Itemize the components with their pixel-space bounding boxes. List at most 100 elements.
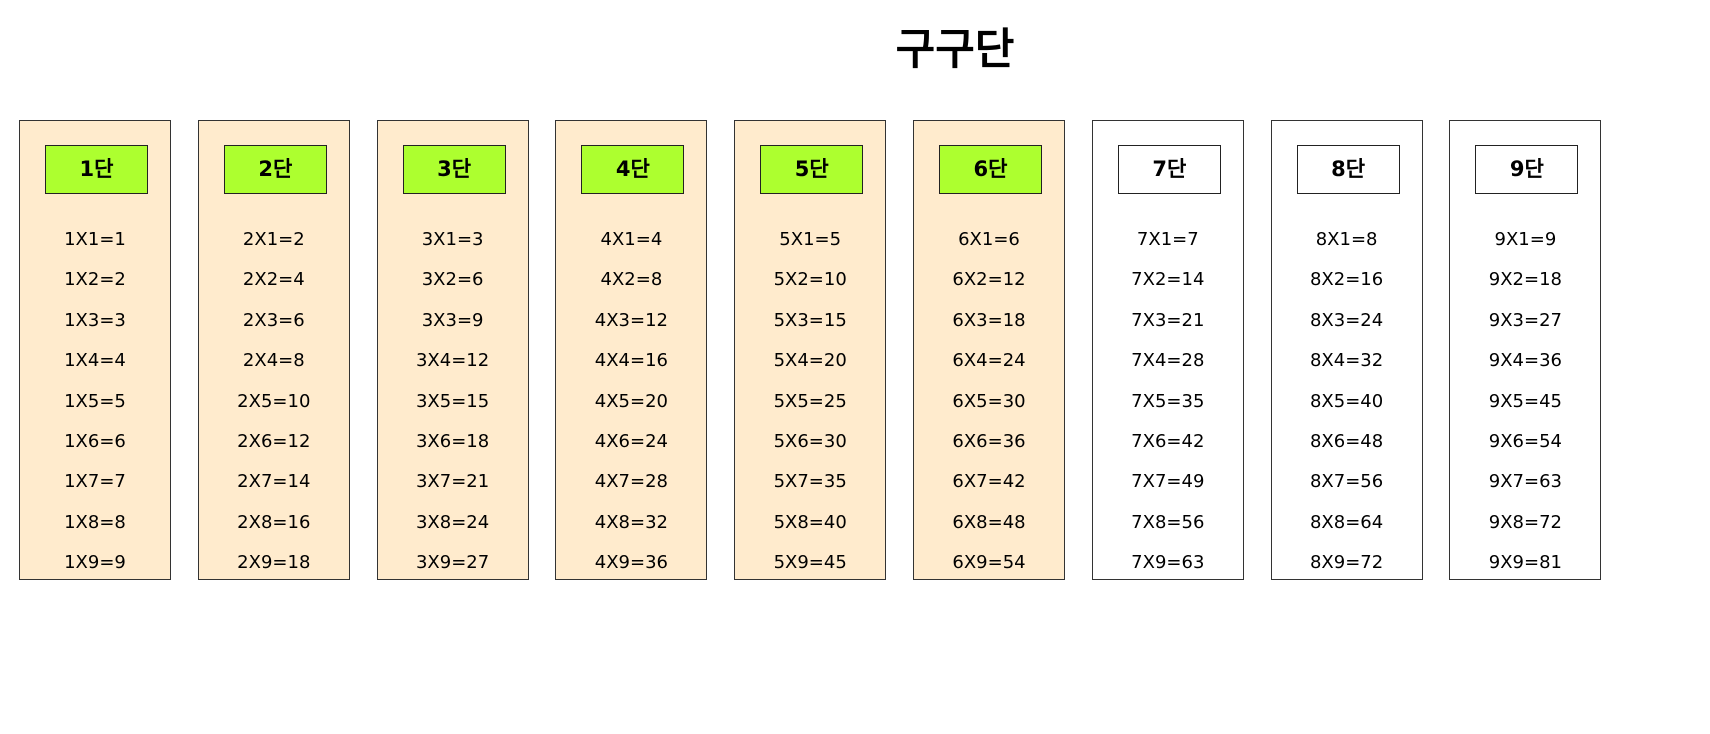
- dan-row: 5X8=40: [773, 511, 847, 533]
- dan-row: 7X1=7: [1136, 229, 1199, 250]
- dan-row: 9X1=9: [1494, 229, 1557, 250]
- dan-row: 5X9=45: [773, 552, 847, 574]
- dan-row: 1X9=9: [64, 552, 126, 574]
- dan-row: 5X4=20: [773, 350, 847, 372]
- dan-row: 9X3=27: [1488, 309, 1562, 331]
- dan-row: 1X6=6: [64, 430, 126, 452]
- dan-row: 8X5=40: [1309, 390, 1384, 412]
- dan-column-6: 6단 6X1=6 6X2=12 6X3=18 6X4=24 6X5=30 6X6=36 6X7…: [913, 120, 1065, 580]
- dan-row: 4X4=16: [594, 350, 668, 372]
- dan-heading-5: 5단: [760, 145, 864, 194]
- dan-row: 1X1=1: [64, 229, 126, 250]
- dan-row: 3X6=18: [415, 430, 490, 452]
- dan-row: 3X8=24: [415, 511, 490, 533]
- dan-heading-2: 2단: [223, 145, 327, 194]
- dan-row: 6X7=42: [952, 471, 1026, 493]
- dan-column-7: 7단 7X1=7 7X2=14 7X3=21 7X4=28 7X5=35 7X6=42 7X7…: [1091, 120, 1244, 580]
- dan-row: 6X8=48: [952, 511, 1026, 533]
- dan-row-list: 1X1=1 1X2=2 1X3=3 1X4=4 1X5=5 1X6=6 1X7=7 1X8=8…: [20, 220, 170, 584]
- dan-column-1: 1단 1X1=1 1X2=2 1X3=3 1X4=4 1X5=5 1X6=6 1X7=7 1X8…: [19, 120, 171, 580]
- dan-heading-1: 1단: [45, 145, 148, 194]
- dan-row: 8X2=16: [1309, 269, 1384, 291]
- dan-row: 9X2=18: [1488, 269, 1562, 291]
- dan-row: 7X6=42: [1131, 430, 1205, 452]
- dan-row: 4X8=32: [594, 511, 668, 533]
- dan-row-list: 9X1=9 9X2=18 9X3=27 9X4=36 9X5=45 9X6=54 9X7=6…: [1450, 220, 1600, 584]
- dan-row: 1X8=8: [64, 511, 126, 533]
- dan-heading-6: 6단: [939, 145, 1042, 194]
- dan-row: 8X9=72: [1309, 552, 1384, 574]
- dan-row: 1X4=4: [64, 350, 126, 372]
- dan-row-list: 6X1=6 6X2=12 6X3=18 6X4=24 6X5=30 6X6=36 6X7=4…: [914, 220, 1064, 584]
- dan-row: 2X8=16: [237, 511, 311, 533]
- dan-heading-7: 7단: [1117, 145, 1221, 194]
- dan-row-list: 3X1=3 3X2=6 3X3=9 3X4=12 3X5=15 3X6=18 3X7=21 3…: [378, 220, 528, 584]
- dan-row: 1X3=3: [64, 309, 126, 331]
- dan-row: 7X5=35: [1131, 390, 1205, 412]
- dan-row: 8X7=56: [1309, 471, 1384, 493]
- dan-row-list: 5X1=5 5X2=10 5X3=15 5X4=20 5X5=25 5X6=30 5X7=3…: [735, 220, 885, 584]
- dan-row: 5X7=35: [773, 471, 847, 493]
- dan-heading-4: 4단: [581, 145, 685, 194]
- dan-row: 6X9=54: [952, 552, 1026, 574]
- dan-row: 1X5=5: [64, 390, 126, 412]
- dan-row: 3X7=21: [415, 471, 490, 493]
- dan-heading-8: 8단: [1296, 145, 1400, 194]
- dan-row: 8X8=64: [1309, 511, 1384, 533]
- dan-row: 2X7=14: [237, 471, 311, 493]
- dan-row: 1X7=7: [64, 471, 126, 493]
- dan-row: 4X1=4: [600, 229, 663, 250]
- dan-row: 5X3=15: [773, 309, 847, 331]
- dan-row: 5X2=10: [773, 269, 847, 291]
- dan-row-list: 2X1=2 2X2=4 2X3=6 2X4=8 2X5=10 2X6=12 2X7=14 2X…: [199, 220, 349, 584]
- dan-column-3: 3단 3X1=3 3X2=6 3X3=9 3X4=12 3X5=15 3X6=18 3X7=2…: [376, 120, 529, 580]
- dan-row: 9X5=45: [1488, 390, 1562, 412]
- dan-row: 2X1=2: [242, 229, 305, 250]
- dan-row: 4X7=28: [594, 471, 668, 493]
- dan-row-list: 7X1=7 7X2=14 7X3=21 7X4=28 7X5=35 7X6=42 7X7=4…: [1093, 220, 1243, 584]
- dan-row: 7X3=21: [1131, 309, 1205, 331]
- dan-column-8: 8단 8X1=8 8X2=16 8X3=24 8X4=32 8X5=40 8X6=48 8X7…: [1270, 120, 1423, 580]
- dan-row: 9X8=72: [1488, 511, 1562, 533]
- dan-row: 6X2=12: [952, 269, 1026, 291]
- dan-heading-3: 3단: [402, 145, 506, 194]
- dan-row: 9X7=63: [1488, 471, 1562, 493]
- dan-row: 4X9=36: [594, 552, 668, 574]
- dan-row: 8X4=32: [1309, 350, 1384, 372]
- dan-row: 6X4=24: [952, 350, 1026, 372]
- dan-row: 2X6=12: [237, 430, 311, 452]
- dan-row: 6X1=6: [958, 229, 1020, 250]
- dan-row: 7X4=28: [1131, 350, 1205, 372]
- dan-row: 2X5=10: [237, 390, 311, 412]
- dan-row-list: 8X1=8 8X2=16 8X3=24 8X4=32 8X5=40 8X6=48 8X7=5…: [1272, 220, 1422, 584]
- dan-row: 9X6=54: [1488, 430, 1562, 452]
- dan-row: 8X1=8: [1315, 229, 1378, 250]
- dan-row: 5X6=30: [773, 430, 847, 452]
- dan-column-4: 4단 4X1=4 4X2=8 4X3=12 4X4=16 4X5=20 4X6=24 4X7=…: [555, 120, 708, 580]
- dan-row: 3X4=12: [415, 350, 490, 372]
- dan-row: 2X9=18: [237, 552, 311, 574]
- dan-row: 4X5=20: [594, 390, 668, 412]
- page-title: 구구단: [895, 25, 1015, 75]
- dan-row: 3X1=3: [421, 229, 484, 250]
- dan-row: 7X9=63: [1131, 552, 1205, 574]
- dan-heading-9: 9단: [1475, 145, 1579, 194]
- dan-row: 5X5=25: [773, 390, 847, 412]
- dan-column-5: 5단 5X1=5 5X2=10 5X3=15 5X4=20 5X5=25 5X6=30 5X7…: [734, 120, 887, 580]
- dan-row: 6X5=30: [952, 390, 1026, 412]
- dan-row: 3X9=27: [415, 552, 490, 574]
- dan-row: 9X9=81: [1488, 552, 1562, 574]
- dan-row-list: 4X1=4 4X2=8 4X3=12 4X4=16 4X5=20 4X6=24 4X7=28…: [556, 220, 706, 584]
- dan-row: 3X3=9: [421, 309, 484, 331]
- dan-row: 7X8=56: [1131, 511, 1205, 533]
- dan-row: 2X3=6: [242, 309, 305, 331]
- dan-row: 8X3=24: [1309, 309, 1384, 331]
- dan-row: 4X3=12: [594, 309, 668, 331]
- dan-row: 6X3=18: [952, 309, 1026, 331]
- dan-column-2: 2단 2X1=2 2X2=4 2X3=6 2X4=8 2X5=10 2X6=12 2X7=14…: [197, 120, 350, 580]
- dan-row: 6X6=36: [952, 430, 1026, 452]
- dan-row: 2X4=8: [242, 350, 305, 372]
- dan-row: 5X1=5: [779, 229, 842, 250]
- dan-row: 9X4=36: [1488, 350, 1562, 372]
- dan-row: 7X2=14: [1131, 269, 1205, 291]
